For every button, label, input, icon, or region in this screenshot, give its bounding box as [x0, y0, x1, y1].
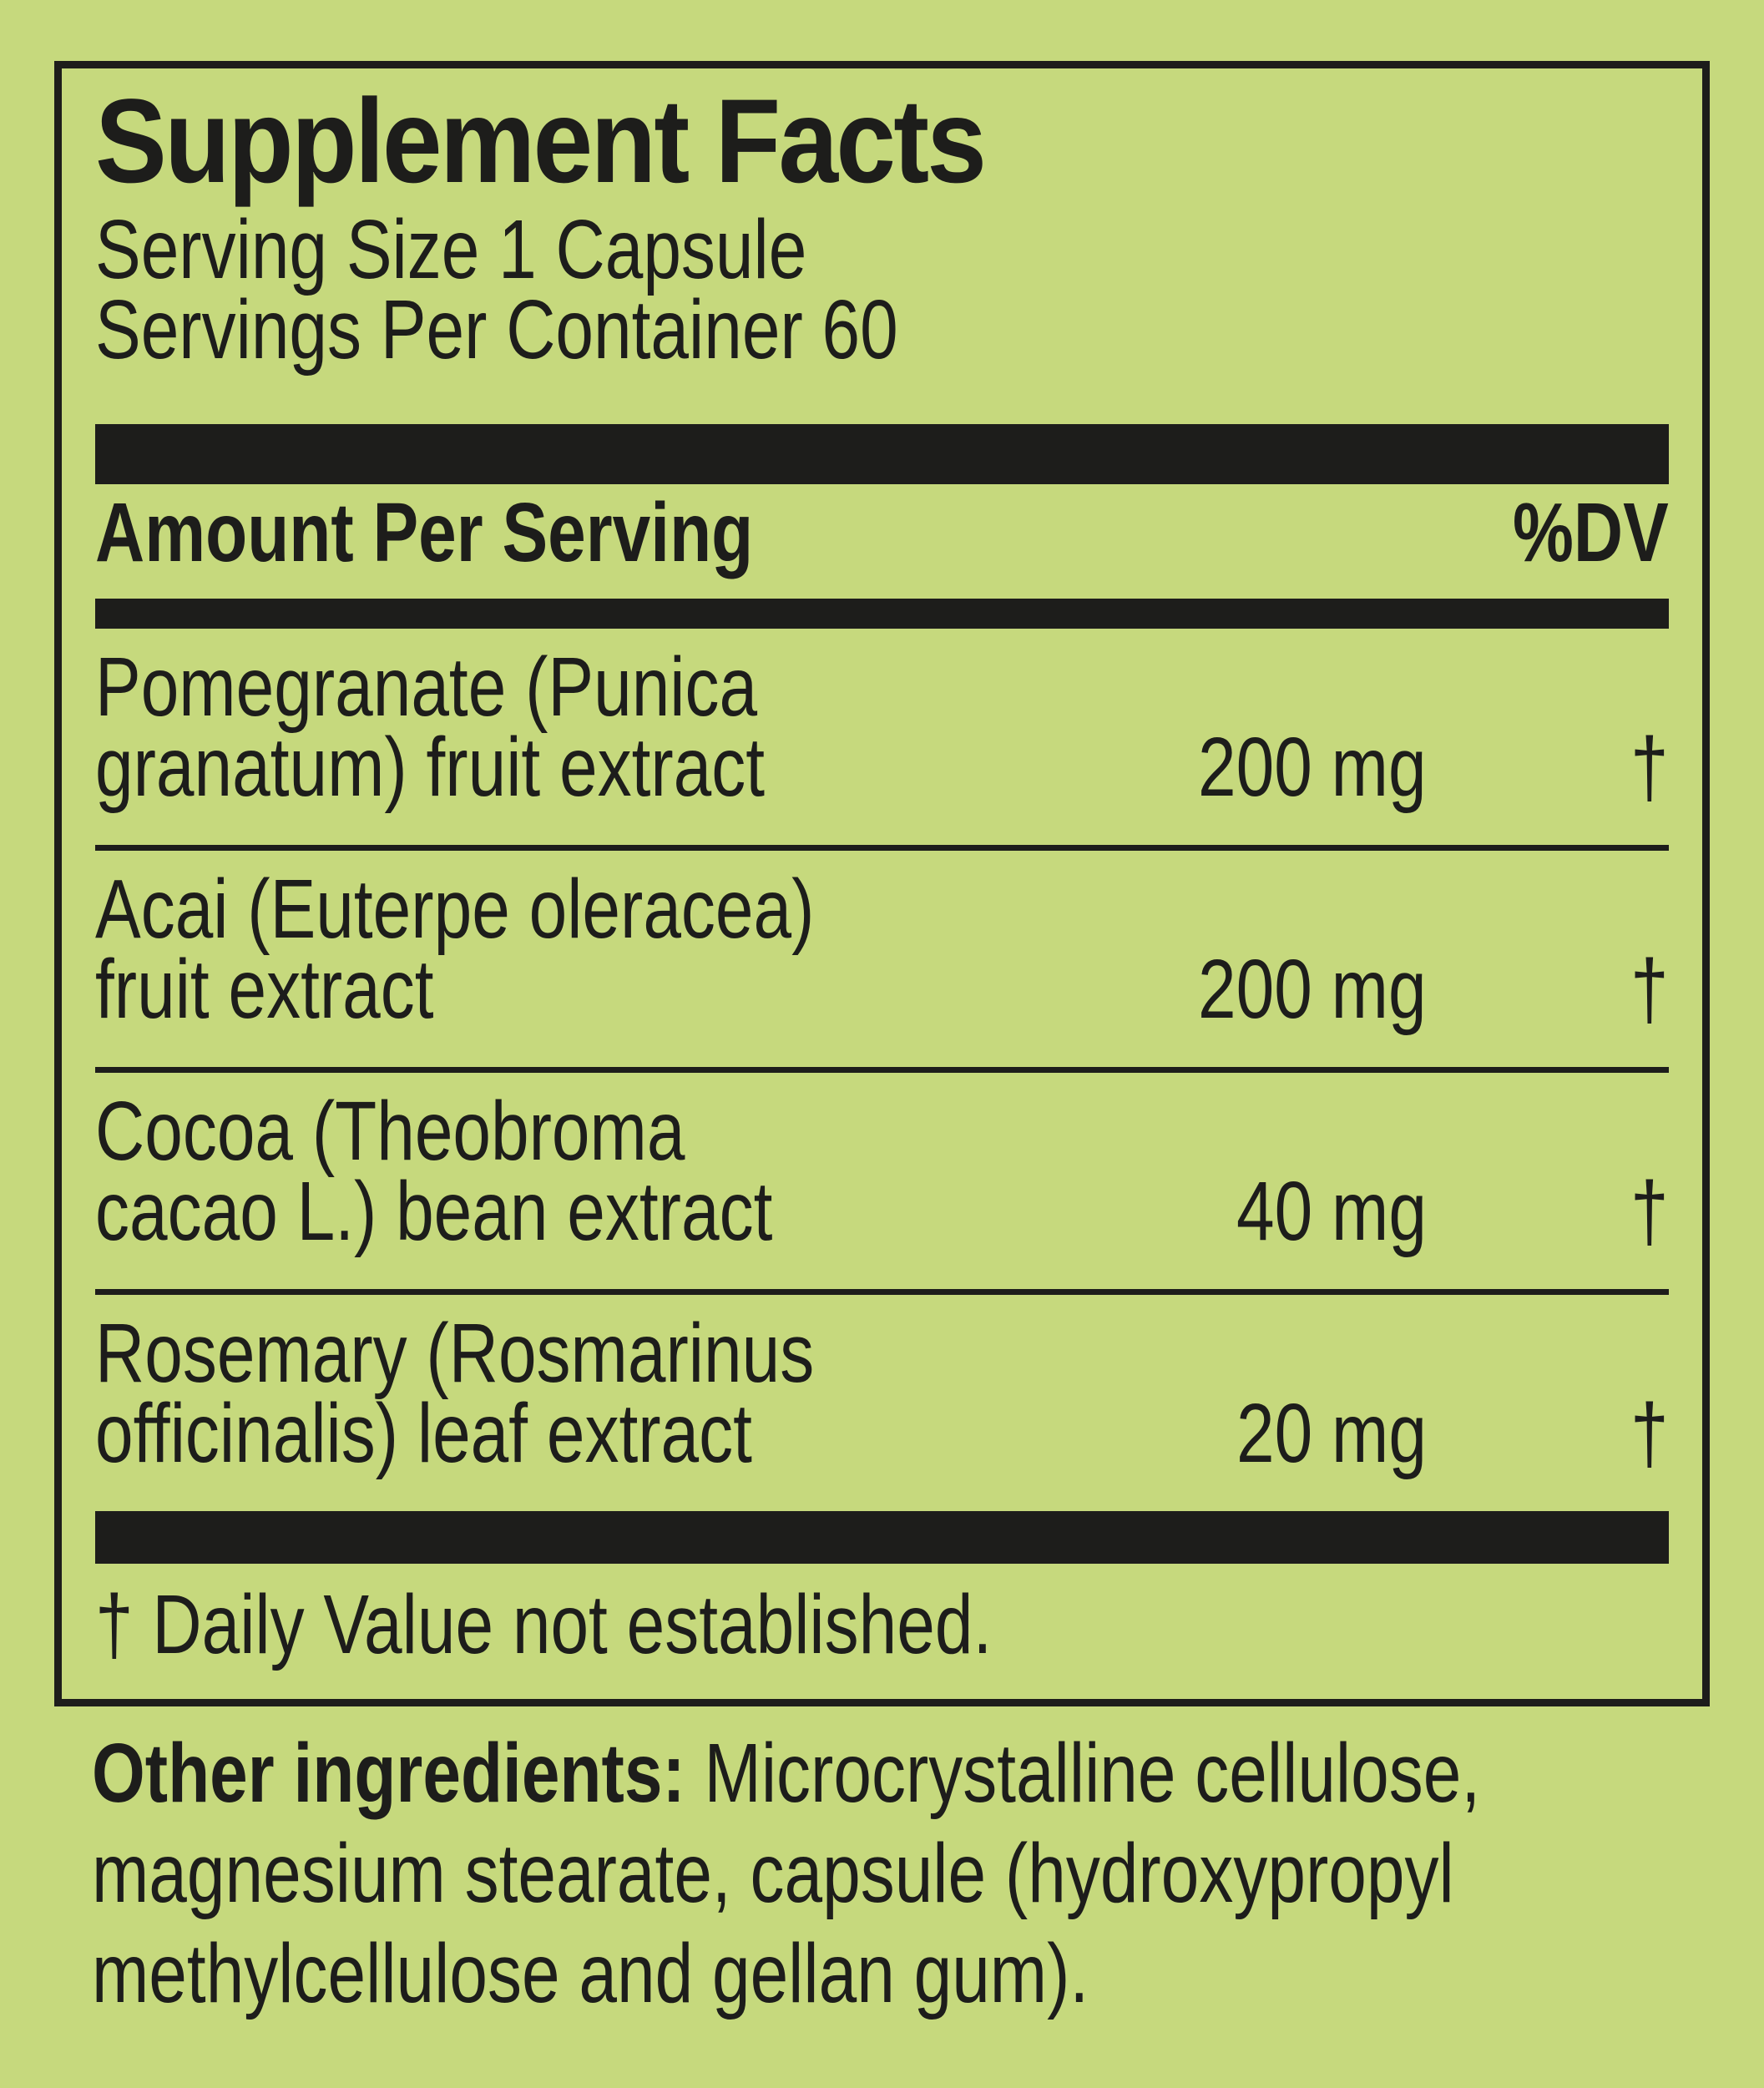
ingredient-name-line1: Acai (Euterpe oleracea) — [95, 862, 815, 956]
ingredient-row-acai: Acai (Euterpe oleracea) fruit extract 20… — [95, 851, 1669, 1073]
ingredient-name-line1: Rosemary (Rosmarinus — [95, 1307, 815, 1400]
ingredient-name-line2: officinalis) leaf extract — [95, 1387, 752, 1480]
dagger-symbol: † — [1630, 1165, 1669, 1258]
serving-size: Serving Size 1 Capsule — [95, 203, 807, 296]
divider-heavy-top — [95, 424, 1669, 484]
ingredient-amount: 20 mg — [1195, 1387, 1427, 1480]
ingredient-name-line1: Pomegranate (Punica — [95, 640, 758, 734]
ingredient-name-line2: fruit extract — [95, 943, 434, 1036]
ingredient-row-rosemary: Rosemary (Rosmarinus officinalis) leaf e… — [95, 1295, 1669, 1511]
ingredient-row-cocoa: Cocoa (Theobroma cacao L.) bean extract … — [95, 1073, 1669, 1295]
other-ingredients-line1-text: Microcrystalline cellulose, — [685, 1727, 1481, 1820]
column-header-amount: Amount Per Serving — [95, 486, 754, 579]
other-ingredients-line2-text: magnesium stearate, capsule (hydroxyprop… — [92, 1827, 1454, 1920]
servings-per-container-line: Servings Per Container 60 — [95, 283, 1669, 377]
ingredient-name: Cocoa (Theobroma cacao L.) bean extract — [95, 1084, 1195, 1258]
ingredient-dv: † — [1427, 943, 1669, 1036]
serving-size-line: Serving Size 1 Capsule — [95, 203, 1669, 296]
other-ingredients-line3-text: methylcellulose and gellan gum). — [92, 1927, 1089, 2020]
dagger-symbol: † — [1630, 720, 1669, 814]
other-ingredients-line3: methylcellulose and gellan gum). — [92, 1924, 1764, 2024]
supplement-facts-panel: Supplement Facts Serving Size 1 Capsule … — [54, 61, 1710, 1706]
ingredient-name: Acai (Euterpe oleracea) fruit extract — [95, 862, 1148, 1036]
ingredient-amount: 200 mg — [1148, 943, 1427, 1036]
ingredient-name-line2: granatum) fruit extract — [95, 720, 766, 814]
ingredient-dv: † — [1427, 1387, 1669, 1480]
serving-info: Serving Size 1 Capsule Servings Per Cont… — [95, 203, 1669, 377]
ingredient-name: Pomegranate (Punica granatum) fruit extr… — [95, 640, 1148, 814]
ingredient-dv: † — [1427, 720, 1669, 814]
ingredient-name-line2: cacao L.) bean extract — [95, 1165, 773, 1258]
amount-value: 200 mg — [1198, 943, 1427, 1036]
amount-value: 200 mg — [1198, 720, 1427, 814]
dagger-symbol: † — [1630, 1387, 1669, 1480]
footnote-line: † Daily Value not established. — [95, 1578, 1669, 1671]
column-header-dv: %DV — [1513, 486, 1669, 579]
ingredient-amount: 200 mg — [1148, 720, 1427, 814]
ingredient-name-line1: Cocoa (Theobroma — [95, 1084, 685, 1178]
ingredient-dv: † — [1427, 1165, 1669, 1258]
servings-per-container: Servings Per Container 60 — [95, 283, 898, 377]
other-ingredients-label: Other ingredients: — [92, 1727, 685, 1820]
divider-medium — [95, 599, 1669, 629]
panel-title-line: Supplement Facts — [95, 82, 1669, 201]
column-header-row: Amount Per Serving %DV — [95, 486, 1669, 579]
other-ingredients: Other ingredients: Microcrystalline cell… — [92, 1723, 1764, 2024]
ingredient-amount: 40 mg — [1195, 1165, 1427, 1258]
ingredient-name: Rosemary (Rosmarinus officinalis) leaf e… — [95, 1307, 1195, 1480]
amount-value: 40 mg — [1236, 1165, 1427, 1258]
panel-title: Supplement Facts — [95, 75, 987, 208]
ingredient-row-pomegranate: Pomegranate (Punica granatum) fruit extr… — [95, 629, 1669, 851]
divider-heavy-bottom — [95, 1511, 1669, 1564]
dagger-symbol: † — [1630, 943, 1669, 1036]
other-ingredients-line2: magnesium stearate, capsule (hydroxyprop… — [92, 1823, 1764, 1924]
footnote: † Daily Value not established. — [95, 1578, 993, 1671]
other-ingredients-line1: Other ingredients: Microcrystalline cell… — [92, 1723, 1764, 1823]
amount-value: 20 mg — [1236, 1387, 1427, 1480]
